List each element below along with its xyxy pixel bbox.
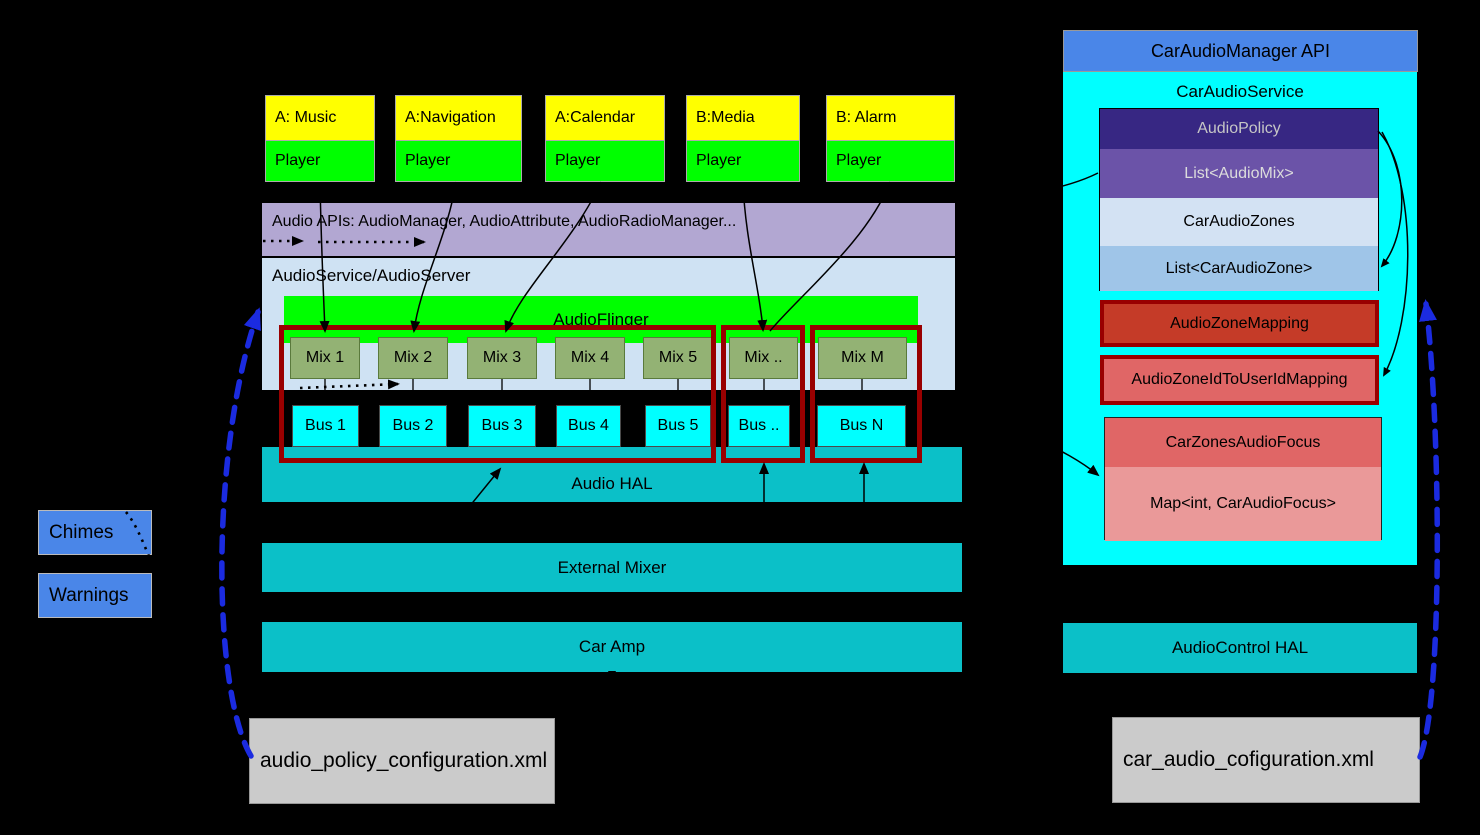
audio-zone-mapping-box: AudioZoneMapping [1100,300,1379,347]
app-box-a-navigation: A:Navigation [395,95,522,141]
audio-hal-bar: Audio HAL [262,447,962,502]
audio-policy-configuration-file: audio_policy_configuration.xml [249,718,555,804]
car-audio-zones-box: CarAudioZones [1100,198,1378,246]
mix-box-4: Mix 4 [555,337,625,379]
zone-group-rect-3 [810,325,922,463]
player-box-a-music: Player [265,141,375,182]
player-box-b-alarm: Player [826,141,955,182]
bus-box-n: Bus .. [728,405,790,447]
player-box-a-calendar: Player [545,141,665,182]
car-audio-manager-api-header: CarAudioManager API [1063,30,1418,72]
app-box-b-media: B:Media [686,95,800,141]
car-zones-audio-focus-block: CarZonesAudioFocus Map<int, CarAudioFocu… [1104,417,1382,541]
zone-group-rect-1 [279,325,716,463]
app-box-b-alarm: B: Alarm [826,95,955,141]
zone-group-rect-2 [721,325,805,463]
car-audio-service-label: CarAudioService [1176,82,1304,101]
bus-box-1: Bus 1 [292,405,359,447]
audio-zone-id-to-user-id-mapping-box: AudioZoneIdToUserIdMapping [1100,355,1379,405]
map-int-car-audio-focus-box: Map<int, CarAudioFocus> [1105,467,1381,541]
player-box-b-media: Player [686,141,800,182]
audio-policy-stack: AudioPolicy List<AudioMix> CarAudioZones… [1099,108,1379,291]
external-mixer-bar: External Mixer [262,543,962,592]
player-box-a-navigation: Player [395,141,522,182]
mix-box-5: Mix 5 [643,337,713,379]
mix-box-m: Mix M [818,337,907,379]
chimes-box: Chimes [38,510,152,555]
bus-box-5: Bus 5 [645,405,711,447]
audio-policy-box: AudioPolicy [1100,109,1378,149]
audioservice-label: AudioService/AudioServer [272,266,471,285]
mix-box-n: Mix .. [729,337,798,379]
bus-box-2: Bus 2 [379,405,447,447]
audio-apis-bar: Audio APIs: AudioManager, AudioAttribute… [262,203,955,256]
car-amp-bar: Car Amp [262,622,962,672]
bus-box-4: Bus 4 [556,405,621,447]
bus-box-3: Bus 3 [468,405,536,447]
mix-box-2: Mix 2 [378,337,448,379]
list-audiomix-box: List<AudioMix> [1100,149,1378,198]
app-box-a-calendar: A:Calendar [545,95,665,141]
bus-box-m: Bus N [817,405,906,447]
car-zones-audio-focus-box: CarZonesAudioFocus [1105,418,1381,467]
list-car-audio-zone-box: List<CarAudioZone> [1100,246,1378,291]
mix-box-3: Mix 3 [467,337,537,379]
app-box-a-music: A: Music [265,95,375,141]
car-audio-configuration-file: car_audio_cofiguration.xml [1112,717,1420,803]
mix-box-1: Mix 1 [290,337,360,379]
warnings-box: Warnings [38,573,152,618]
audiocontrol-hal-bar: AudioControl HAL [1063,623,1417,673]
